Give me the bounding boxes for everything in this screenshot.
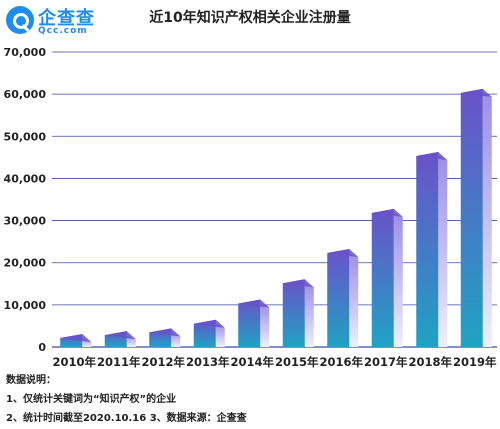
y-tick-label: 0	[38, 341, 46, 354]
bar	[238, 299, 261, 347]
bar	[193, 319, 216, 347]
magnifier-icon	[6, 6, 34, 34]
bar-side	[482, 92, 492, 347]
y-tick-label: 30,000	[4, 215, 47, 228]
bar-side	[215, 323, 225, 347]
bar-side	[438, 156, 448, 347]
x-tick-label: 2012年	[141, 355, 185, 369]
y-tick-label: 50,000	[4, 130, 47, 143]
bar-cap	[371, 208, 403, 217]
logo-subtitle: Qcc.com	[38, 26, 88, 36]
bar	[460, 88, 483, 348]
bar	[416, 152, 439, 347]
x-tick-label: 2015年	[275, 355, 319, 369]
data-notes: 数据说明： 1、仅统计关键词为“知识产权”的企业 2、统计时间截至2020.10…	[6, 371, 247, 428]
notes-heading: 数据说明：	[6, 375, 56, 386]
bar-cap	[460, 88, 492, 97]
qcc-logo: 企查查 Qcc.com	[6, 4, 116, 44]
bar-side	[393, 212, 403, 347]
bar-cap	[60, 334, 92, 343]
x-tick-label: 2017年	[364, 355, 408, 369]
x-tick-label: 2010年	[52, 355, 96, 369]
notes-line-1: 1、仅统计关键词为“知识产权”的企业	[6, 394, 177, 405]
bar-side	[304, 283, 314, 347]
bar	[371, 208, 394, 347]
chart-title: 近10年知识产权相关企业注册量	[149, 10, 351, 26]
bar	[282, 279, 305, 347]
bar	[327, 248, 350, 347]
bar-cap	[104, 331, 136, 340]
bar-cap	[327, 248, 359, 257]
bar-cap	[416, 152, 448, 161]
notes-line-2: 2、统计时间截至2020.10.16 3、数据来源：企查查	[6, 413, 247, 424]
bar-side	[349, 252, 359, 347]
bar-cap	[238, 299, 270, 308]
x-tick-label: 2011年	[97, 355, 141, 369]
bar-cap	[193, 319, 225, 328]
y-tick-label: 20,000	[4, 257, 47, 270]
bar-chart: 0 10,000 20,000 30,000 40,000 50,000 60,000 70,…	[4, 46, 497, 369]
y-tick-label: 70,000	[4, 46, 47, 59]
logo-name: 企查查	[38, 8, 95, 29]
x-tick-label: 2016年	[319, 355, 363, 369]
x-tick-label: 2013年	[186, 355, 230, 369]
bar-side	[260, 303, 270, 347]
bar-cap	[282, 279, 314, 288]
x-tick-label: 2018年	[408, 355, 452, 369]
y-tick-label: 10,000	[4, 299, 47, 312]
bar-cap	[149, 328, 181, 337]
y-tick-label: 60,000	[4, 88, 47, 101]
y-tick-label: 40,000	[4, 172, 47, 185]
x-tick-label: 2019年	[453, 355, 497, 369]
x-tick-label: 2014年	[230, 355, 274, 369]
